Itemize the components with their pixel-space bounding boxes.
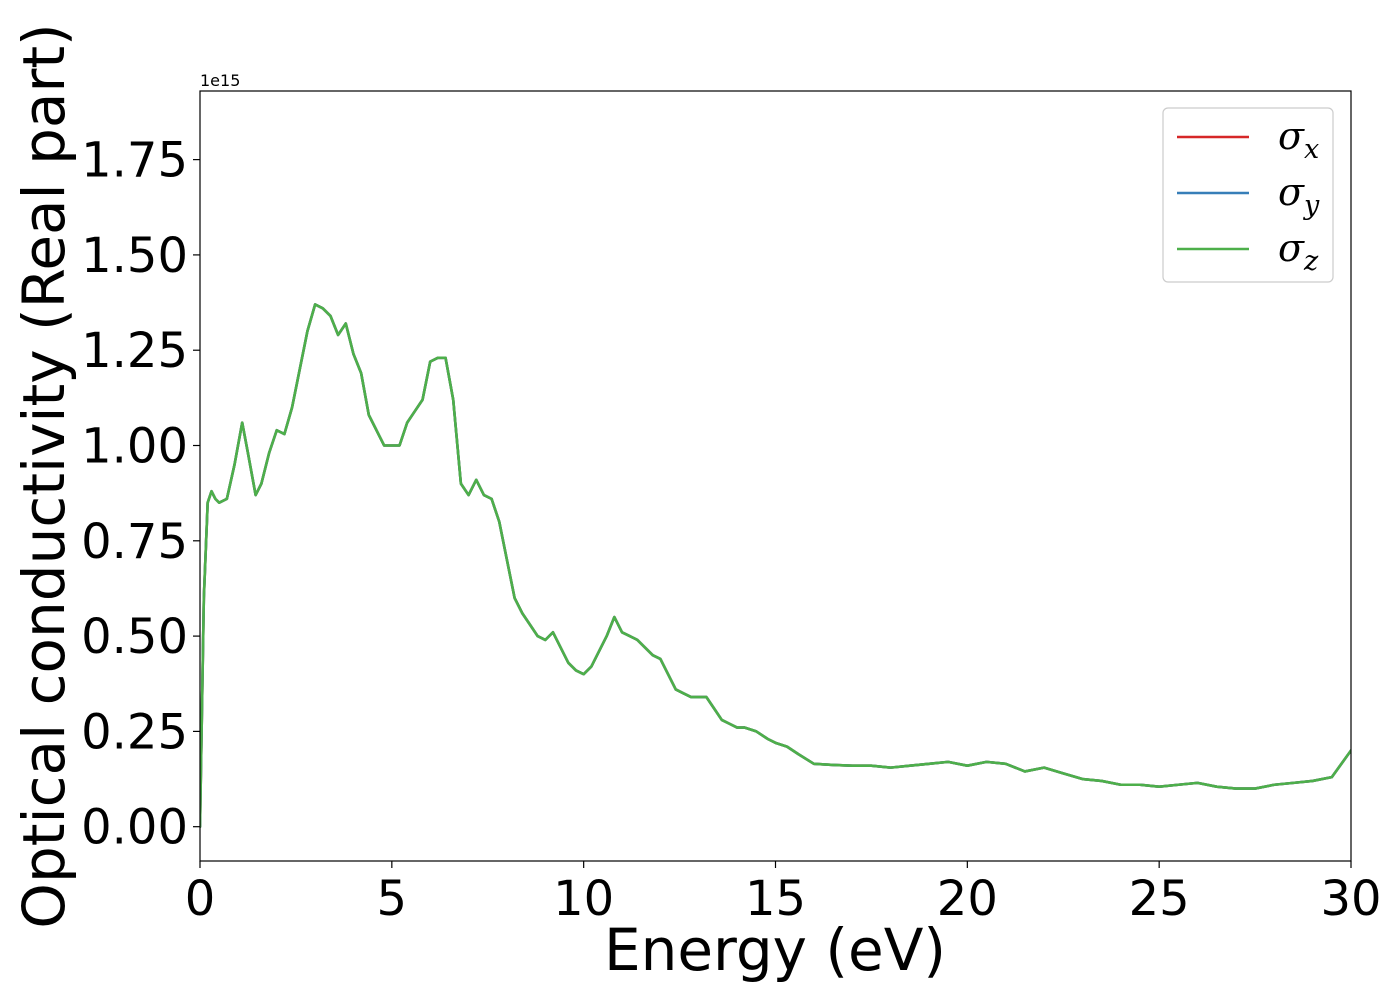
x-tick-label: 15 [745,871,806,927]
x-axis: 0 5 10 15 20 25 30 [185,861,1382,927]
legend-label-subscript: z [1303,246,1319,277]
y-tick-label: 1.75 [81,133,188,189]
series-line-z [200,303,1351,828]
y-tick-label: 0.75 [81,514,188,570]
y-axis: 0.00 0.25 0.50 0.75 1.00 1.25 1.50 1.75 [81,133,200,856]
y-tick-label: 1.25 [81,323,188,379]
legend-frame [1162,107,1334,283]
x-tick-label: 30 [1320,871,1381,927]
series-layer [200,303,1351,828]
legend-label-subscript: y [1303,190,1320,221]
y-tick-label: 0.50 [81,609,188,665]
y-offset-text: 1e15 [200,71,240,90]
legend-label-subscript: x [1304,134,1319,165]
y-tick-label: 0.25 [81,704,188,760]
y-tick-label: 1.50 [81,228,188,284]
x-tick-label: 25 [1129,871,1190,927]
x-tick-label: 10 [553,871,614,927]
y-tick-label: 1.00 [81,419,188,475]
x-tick-label: 5 [377,871,408,927]
x-tick-label: 20 [937,871,998,927]
y-axis-title: Optical conductivity (Real part) [10,23,78,928]
x-tick-label: 0 [185,871,216,927]
y-tick-label: 0.00 [81,800,188,856]
x-axis-title: Energy (eV) [604,916,946,984]
